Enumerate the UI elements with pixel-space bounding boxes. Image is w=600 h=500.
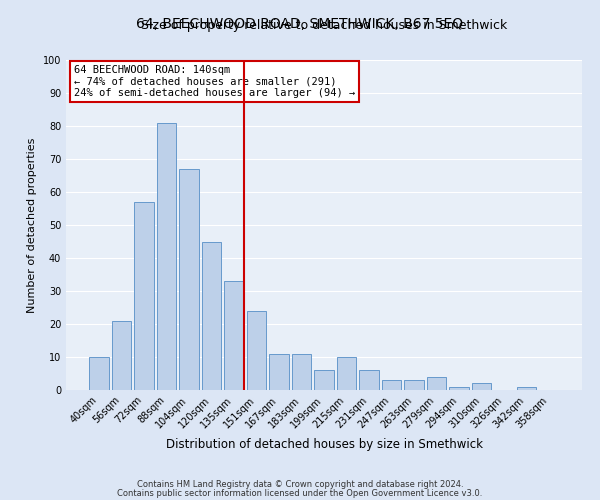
Bar bbox=[404, 380, 424, 390]
Bar bbox=[472, 384, 491, 390]
Bar bbox=[134, 202, 154, 390]
Bar bbox=[382, 380, 401, 390]
Text: 64, BEECHWOOD ROAD, SMETHWICK, B67 5EQ: 64, BEECHWOOD ROAD, SMETHWICK, B67 5EQ bbox=[136, 18, 464, 32]
Bar bbox=[314, 370, 334, 390]
Bar bbox=[517, 386, 536, 390]
Title: Size of property relative to detached houses in Smethwick: Size of property relative to detached ho… bbox=[141, 20, 507, 32]
Bar bbox=[427, 377, 446, 390]
Bar bbox=[449, 386, 469, 390]
X-axis label: Distribution of detached houses by size in Smethwick: Distribution of detached houses by size … bbox=[166, 438, 482, 451]
Bar bbox=[359, 370, 379, 390]
Text: Contains public sector information licensed under the Open Government Licence v3: Contains public sector information licen… bbox=[118, 488, 482, 498]
Bar bbox=[89, 357, 109, 390]
Text: 64 BEECHWOOD ROAD: 140sqm
← 74% of detached houses are smaller (291)
24% of semi: 64 BEECHWOOD ROAD: 140sqm ← 74% of detac… bbox=[74, 65, 355, 98]
Bar bbox=[247, 311, 266, 390]
Bar bbox=[157, 122, 176, 390]
Bar bbox=[224, 281, 244, 390]
Bar bbox=[112, 320, 131, 390]
Bar bbox=[202, 242, 221, 390]
Bar bbox=[292, 354, 311, 390]
Bar bbox=[337, 357, 356, 390]
Bar bbox=[179, 169, 199, 390]
Bar bbox=[269, 354, 289, 390]
Y-axis label: Number of detached properties: Number of detached properties bbox=[27, 138, 37, 312]
Text: Contains HM Land Registry data © Crown copyright and database right 2024.: Contains HM Land Registry data © Crown c… bbox=[137, 480, 463, 489]
